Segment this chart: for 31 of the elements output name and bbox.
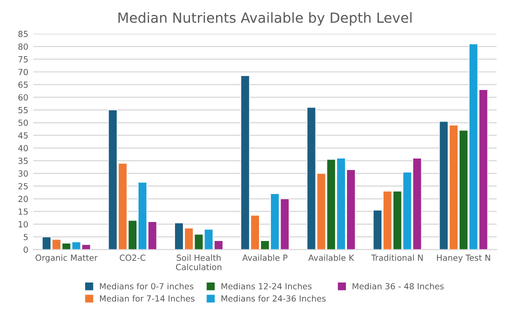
x-tick-label: Organic Matter	[36, 254, 98, 262]
y-tick-label: 50	[18, 120, 28, 126]
x-tick-label: CO2-C	[120, 254, 146, 261]
x-tick-label: Soil Health Calculation	[176, 254, 222, 270]
x-tick-label: Available P	[242, 254, 288, 261]
chart-title: Median Nutrients Available by Depth Level	[118, 12, 412, 26]
legend-label: Medians for 0-7 inches	[100, 282, 194, 290]
y-tick-label: 75	[18, 56, 28, 62]
y-tick-label: 15	[18, 208, 28, 215]
x-tick-label: Traditional N	[371, 254, 423, 261]
y-tick-label: 20	[18, 196, 28, 202]
y-tick-label: 55	[18, 107, 28, 114]
y-tick-label: 65	[18, 82, 28, 88]
legend-label: Median 36 - 48 Inches	[352, 282, 444, 290]
legend-label: Medians 12-24 Inches	[222, 282, 312, 290]
y-tick-label: 40	[18, 145, 28, 152]
y-tick-label: 30	[18, 170, 28, 177]
y-tick-label: 10	[18, 221, 28, 228]
x-tick-label: Haney Test N	[437, 254, 490, 262]
y-tick-label: 0	[24, 246, 28, 253]
y-tick-label: 80	[18, 43, 28, 50]
y-tick-label: 85	[18, 30, 28, 38]
y-tick-label: 70	[18, 68, 28, 76]
y-tick-label: 5	[24, 234, 28, 240]
y-tick-label: 25	[18, 183, 28, 190]
y-tick-label: 45	[18, 132, 28, 139]
legend-label: Median for 7-14 Inches	[100, 295, 194, 302]
x-tick-label: Available K	[308, 254, 354, 261]
y-tick-label: 35	[18, 158, 28, 164]
legend-label: Medians for 24-36 Inches	[222, 295, 326, 302]
y-tick-label: 60	[18, 94, 28, 101]
